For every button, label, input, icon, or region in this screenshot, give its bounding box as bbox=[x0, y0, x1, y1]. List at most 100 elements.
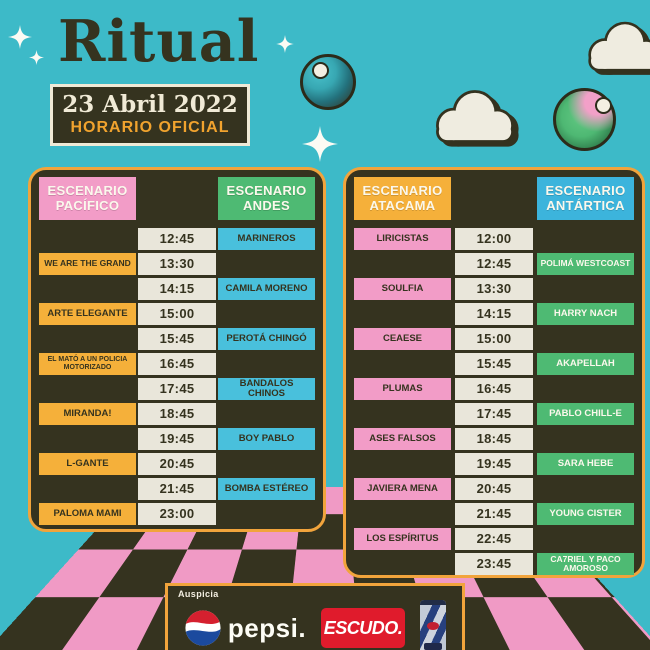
artist-cell-right bbox=[218, 253, 315, 275]
festival-title: Ritual bbox=[58, 8, 260, 75]
schedule-row: 12:45 MARINEROS bbox=[39, 228, 315, 250]
schedule-row: JAVIERA MENA 20:45 bbox=[354, 478, 634, 500]
festival-date: 23 Abril 2022 bbox=[62, 90, 238, 118]
artist-cell-left bbox=[39, 278, 136, 300]
artist-cell-right bbox=[218, 403, 315, 425]
teal-planet-icon bbox=[300, 54, 356, 110]
time-cell: 17:45 bbox=[138, 378, 216, 400]
artist-cell-left bbox=[354, 403, 451, 425]
artist-cell-left: SOULFIA bbox=[354, 278, 451, 300]
schedule-row: 17:45 PABLO CHILL-E bbox=[354, 403, 634, 425]
schedule-row: 21:45 YOUNG CISTER bbox=[354, 503, 634, 525]
artist-cell-right bbox=[537, 528, 634, 550]
schedule-row: MIRANDA! 18:45 bbox=[39, 403, 315, 425]
stage-header-row: ESCENARIO PACÍFICO ESCENARIO ANDES bbox=[39, 177, 315, 220]
artist-cell-right bbox=[537, 378, 634, 400]
artist-cell-left bbox=[39, 328, 136, 350]
artist-cell-left: L-GANTE bbox=[39, 453, 136, 475]
artist-cell-left: CEAESE bbox=[354, 328, 451, 350]
schedule-row: EL MATÓ A UN POLICIA MOTORIZADO 16:45 bbox=[39, 353, 315, 375]
planet-highlight bbox=[595, 97, 612, 114]
cloud-icon bbox=[577, 16, 650, 78]
schedule-row: 23:45 CA7RIEL Y PACO AMOROSO bbox=[354, 553, 634, 575]
date-info-box: 23 Abril 2022 HORARIO OFICIAL bbox=[50, 84, 250, 146]
sparkle-icon bbox=[276, 35, 294, 53]
schedule-rows: LIRICISTAS 12:00 12:45 POLIMÁ WESTCOAST SOUL… bbox=[354, 228, 634, 575]
red-bull-emblem bbox=[427, 622, 440, 630]
schedule-row: WE ARE THE GRAND 13:30 bbox=[39, 253, 315, 275]
artist-cell-left bbox=[39, 428, 136, 450]
artist-cell-left: EL MATÓ A UN POLICIA MOTORIZADO bbox=[39, 353, 136, 375]
schedule-rows: 12:45 MARINEROS WE ARE THE GRAND 13:30 14:15… bbox=[39, 228, 315, 525]
time-cell: 18:45 bbox=[455, 428, 533, 450]
artist-cell-right bbox=[537, 328, 634, 350]
artist-cell-right bbox=[218, 503, 315, 525]
schedule-row: 14:15 CAMILA MORENO bbox=[39, 278, 315, 300]
artist-cell-right: CA7RIEL Y PACO AMOROSO bbox=[537, 553, 634, 575]
artist-cell-right: AKAPELLAH bbox=[537, 353, 634, 375]
artist-cell-right: POLIMÁ WESTCOAST bbox=[537, 253, 634, 275]
artist-cell-right: PEROTÁ CHINGÓ bbox=[218, 328, 315, 350]
artist-cell-left: PALOMA MAMI bbox=[39, 503, 136, 525]
planet-highlight bbox=[312, 62, 329, 79]
schedule-row: 14:15 HARRY NACH bbox=[354, 303, 634, 325]
artist-cell-right bbox=[218, 303, 315, 325]
artist-cell-left: ARTE ELEGANTE bbox=[39, 303, 136, 325]
artist-cell-left: JAVIERA MENA bbox=[354, 478, 451, 500]
time-cell: 18:45 bbox=[138, 403, 216, 425]
artist-cell-left: LOS ESPÍRITUS bbox=[354, 528, 451, 550]
time-cell: 23:00 bbox=[138, 503, 216, 525]
time-cell: 13:30 bbox=[138, 253, 216, 275]
time-cell: 19:45 bbox=[455, 453, 533, 475]
artist-cell-left: MIRANDA! bbox=[39, 403, 136, 425]
stage-header-row: ESCENARIO ATACAMA ESCENARIO ANTÁRTICA bbox=[354, 177, 634, 220]
artist-cell-left bbox=[39, 378, 136, 400]
artist-cell-right: BOMBA ESTÉREO bbox=[218, 478, 315, 500]
artist-cell-left bbox=[354, 553, 451, 575]
artist-cell-right bbox=[537, 278, 634, 300]
schedule-row: L-GANTE 20:45 bbox=[39, 453, 315, 475]
sponsor-label: Auspicia bbox=[178, 589, 219, 599]
artist-cell-right bbox=[218, 353, 315, 375]
artist-cell-left bbox=[354, 503, 451, 525]
stage-header-pacifico: ESCENARIO PACÍFICO bbox=[39, 177, 136, 220]
time-cell: 20:45 bbox=[455, 478, 533, 500]
escudo-wordmark: ESCUDO. bbox=[323, 617, 403, 638]
time-cell: 22:45 bbox=[455, 528, 533, 550]
time-cell: 13:30 bbox=[455, 278, 533, 300]
artist-cell-right: SARA HEBE bbox=[537, 453, 634, 475]
time-cell: 14:15 bbox=[138, 278, 216, 300]
time-cell: 21:45 bbox=[138, 478, 216, 500]
pepsi-globe-icon bbox=[185, 610, 221, 646]
schedule-row: PALOMA MAMI 23:00 bbox=[39, 503, 315, 525]
artist-cell-right: MARINEROS bbox=[218, 228, 315, 250]
artist-cell-right bbox=[537, 478, 634, 500]
sponsor-box: Auspicia pepsi. ESCUDO. bbox=[165, 583, 465, 650]
cloud-icon bbox=[424, 84, 526, 150]
stage-header-atacama: ESCENARIO ATACAMA bbox=[354, 177, 451, 220]
time-cell: 20:45 bbox=[138, 453, 216, 475]
can-label-bar bbox=[424, 643, 443, 650]
sparkle-icon bbox=[8, 25, 32, 49]
artist-cell-right: BOY PABLO bbox=[218, 428, 315, 450]
artist-cell-right bbox=[537, 428, 634, 450]
time-cell: 19:45 bbox=[138, 428, 216, 450]
artist-cell-right: YOUNG CISTER bbox=[537, 503, 634, 525]
schedule-row: LIRICISTAS 12:00 bbox=[354, 228, 634, 250]
schedule-row: CEAESE 15:00 bbox=[354, 328, 634, 350]
artist-cell-left bbox=[39, 228, 136, 250]
sparkle-icon bbox=[302, 126, 338, 162]
schedule-row: 19:45 SARA HEBE bbox=[354, 453, 634, 475]
artist-cell-right bbox=[537, 228, 634, 250]
time-cell: 14:15 bbox=[455, 303, 533, 325]
time-cell: 21:45 bbox=[455, 503, 533, 525]
artist-cell-left: PLUMAS bbox=[354, 378, 451, 400]
artist-cell-right: PABLO CHILL-E bbox=[537, 403, 634, 425]
schedule-row: LOS ESPÍRITUS 22:45 bbox=[354, 528, 634, 550]
green-planet-icon bbox=[553, 88, 616, 151]
escudo-logo: ESCUDO. bbox=[321, 608, 406, 648]
artist-cell-right: HARRY NACH bbox=[537, 303, 634, 325]
time-cell: 17:45 bbox=[455, 403, 533, 425]
time-cell: 15:45 bbox=[138, 328, 216, 350]
artist-cell-right: CAMILA MORENO bbox=[218, 278, 315, 300]
